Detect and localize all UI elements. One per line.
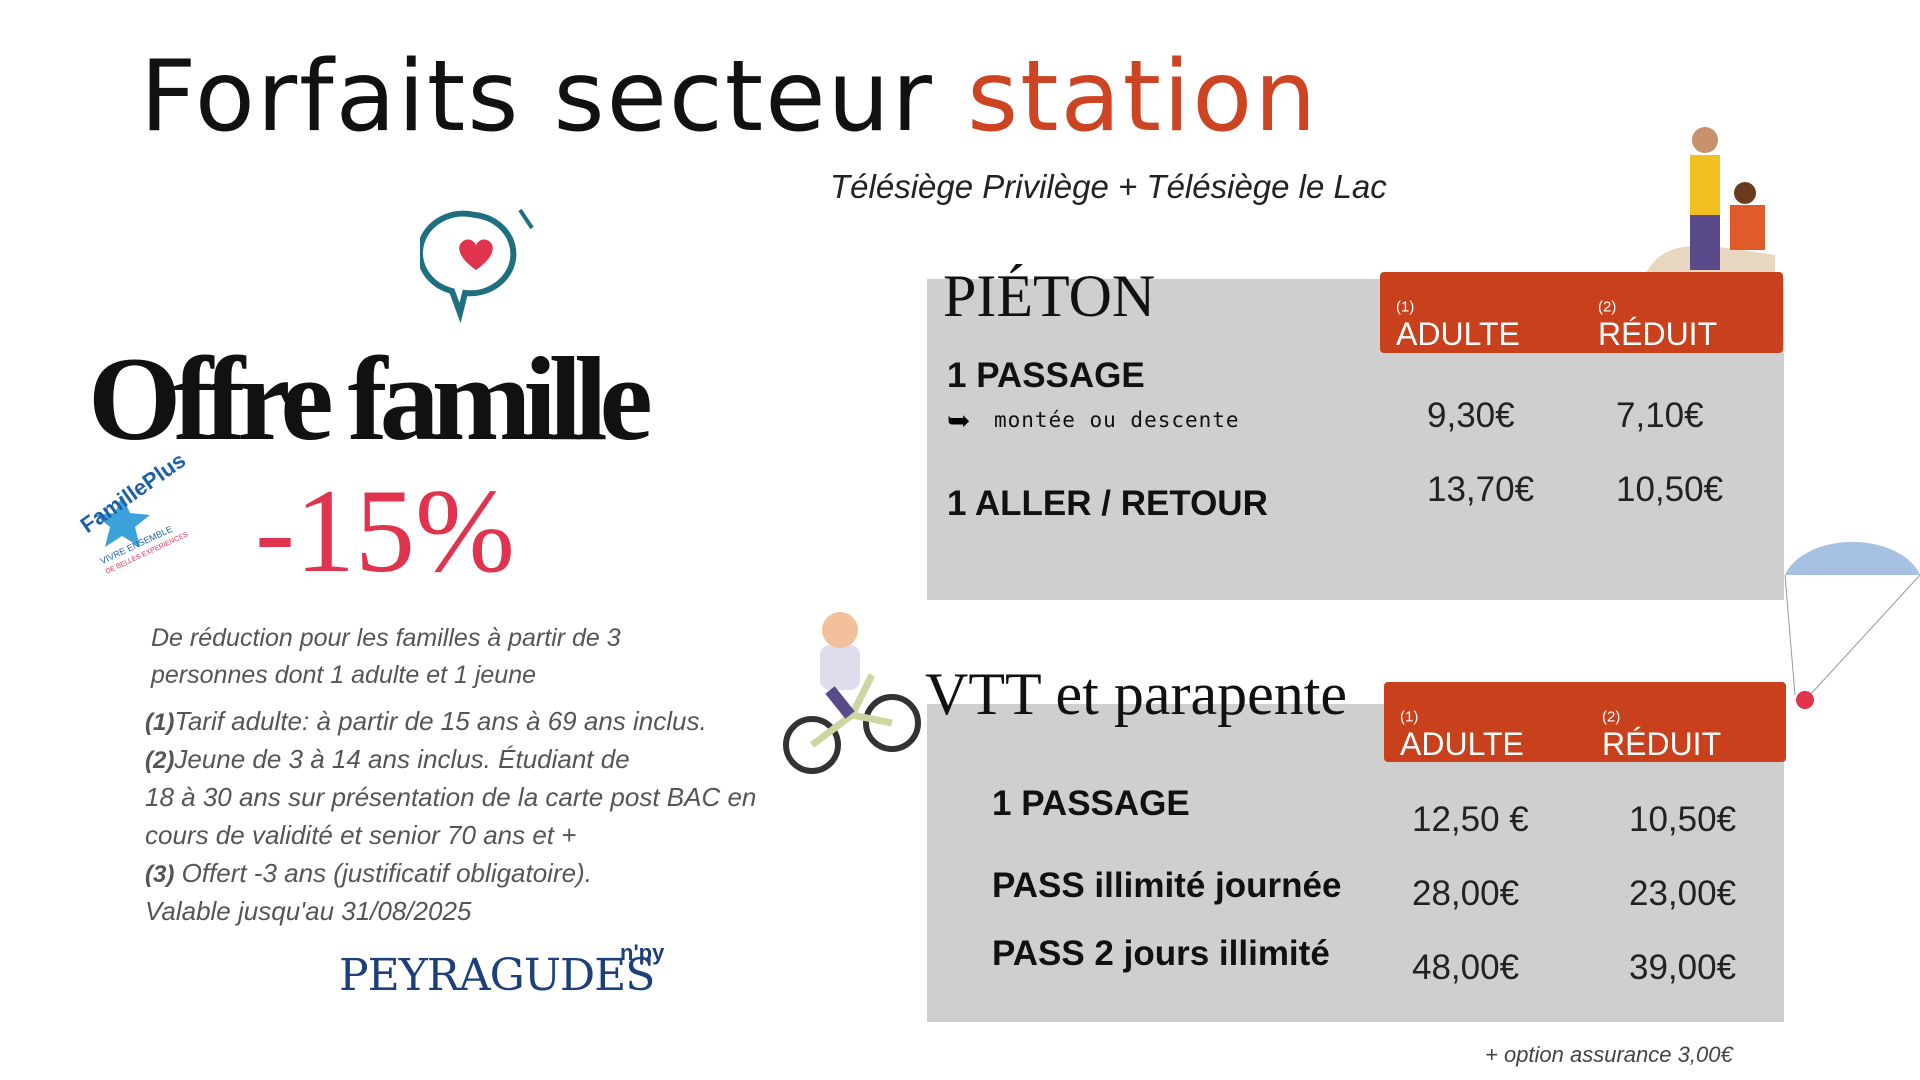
note-line: (2)Jeune de 3 à 14 ans inclus. Étudiant …: [145, 744, 630, 775]
price: 13,70€: [1427, 470, 1535, 509]
column-header: ADULTE (1): [1396, 294, 1520, 352]
brand-logo: PEYRAGUDES: [339, 950, 655, 1001]
note-line: (3) Offert -3 ans (justificatif obligato…: [145, 858, 592, 889]
brand-suffix: n'py: [620, 940, 665, 965]
column-label: RÉDUIT: [1598, 316, 1718, 352]
hikers-illustration: [1645, 127, 1775, 275]
column-note: (2): [1598, 298, 1617, 316]
note-mark: (2): [145, 747, 175, 774]
row-label: 1 ALLER / RETOUR: [947, 484, 1268, 523]
price: 7,10€: [1616, 396, 1704, 435]
note-text: Jeune de 3 à 14 ans inclus. Étudiant de: [174, 744, 630, 774]
column-label: ADULTE: [1396, 316, 1520, 352]
footnote: + option assurance 3,00€: [1485, 1042, 1733, 1067]
row-label: 1 PASSAGE: [992, 784, 1190, 823]
note-text: Valable jusqu'au 31/08/2025: [145, 896, 472, 926]
note-text: cours de validité et senior 70 ans et +: [145, 820, 577, 850]
price: 48,00€: [1412, 948, 1520, 987]
subtitle: Télésiège Privilège + Télésiège le Lac: [830, 168, 1387, 205]
column-header: RÉDUIT (2): [1602, 704, 1721, 762]
note-mark: (1): [145, 709, 175, 736]
row-sublabel: montée ou descente: [994, 408, 1240, 432]
note-text: Offert -3 ans (justificatif obligatoire)…: [174, 858, 592, 888]
column-header: RÉDUIT (2): [1598, 294, 1717, 352]
paraglider-illustration: [1784, 541, 1920, 709]
table-title: VTT et parapente: [925, 661, 1348, 727]
logo-star: [95, 495, 150, 547]
column-label: RÉDUIT: [1602, 726, 1722, 762]
note-mark: (3): [145, 861, 175, 888]
column-note: (1): [1400, 708, 1419, 726]
price: 23,00€: [1629, 874, 1737, 913]
offer-description: personnes dont 1 adulte et 1 jeune: [151, 661, 537, 689]
row-label: PASS illimité journée: [992, 866, 1342, 905]
table-title: PIÉTON: [943, 263, 1156, 329]
note-line: cours de validité et senior 70 ans et +: [145, 820, 576, 851]
arrow-icon: ➥: [947, 405, 971, 436]
title-accent: station: [967, 40, 1319, 154]
price: 28,00€: [1412, 874, 1520, 913]
offer-title: Offre famille: [88, 332, 653, 465]
note-line: (1)Tarif adulte: à partir de 15 ans à 69…: [145, 706, 707, 737]
cyclist-illustration: [783, 612, 921, 774]
offer-discount: -15%: [255, 464, 515, 597]
price: 12,50 €: [1412, 800, 1529, 839]
row-label: 1 PASSAGE: [947, 356, 1145, 395]
price: 10,50€: [1629, 800, 1737, 839]
offer-description: De réduction pour les familles à partir …: [151, 624, 621, 652]
heart-bubble-icon: [420, 208, 534, 324]
familleplus-logo: FamillePlus VIVRE ENSEMBLE DE BELLES EXP…: [72, 447, 192, 575]
price: 10,50€: [1616, 470, 1724, 509]
column-note: (1): [1396, 298, 1415, 316]
table-header: ADULTE (1) RÉDUIT (2): [1380, 272, 1783, 353]
note-text: Tarif adulte: à partir de 15 ans à 69 an…: [174, 706, 707, 736]
row-label: PASS 2 jours illimité: [992, 934, 1330, 973]
note-text: 18 à 30 ans sur présentation de la carte…: [145, 782, 757, 812]
price: 9,30€: [1427, 396, 1515, 435]
title-main: Forfaits secteur: [140, 40, 934, 154]
price: 39,00€: [1629, 948, 1737, 987]
column-label: ADULTE: [1400, 726, 1524, 762]
column-header: ADULTE (1): [1400, 704, 1524, 762]
note-line: 18 à 30 ans sur présentation de la carte…: [145, 782, 756, 813]
column-note: (2): [1602, 708, 1621, 726]
table-header: ADULTE (1) RÉDUIT (2): [1384, 682, 1786, 762]
note-line: Valable jusqu'au 31/08/2025: [145, 896, 471, 927]
title: Forfaits secteur station: [140, 40, 1318, 154]
